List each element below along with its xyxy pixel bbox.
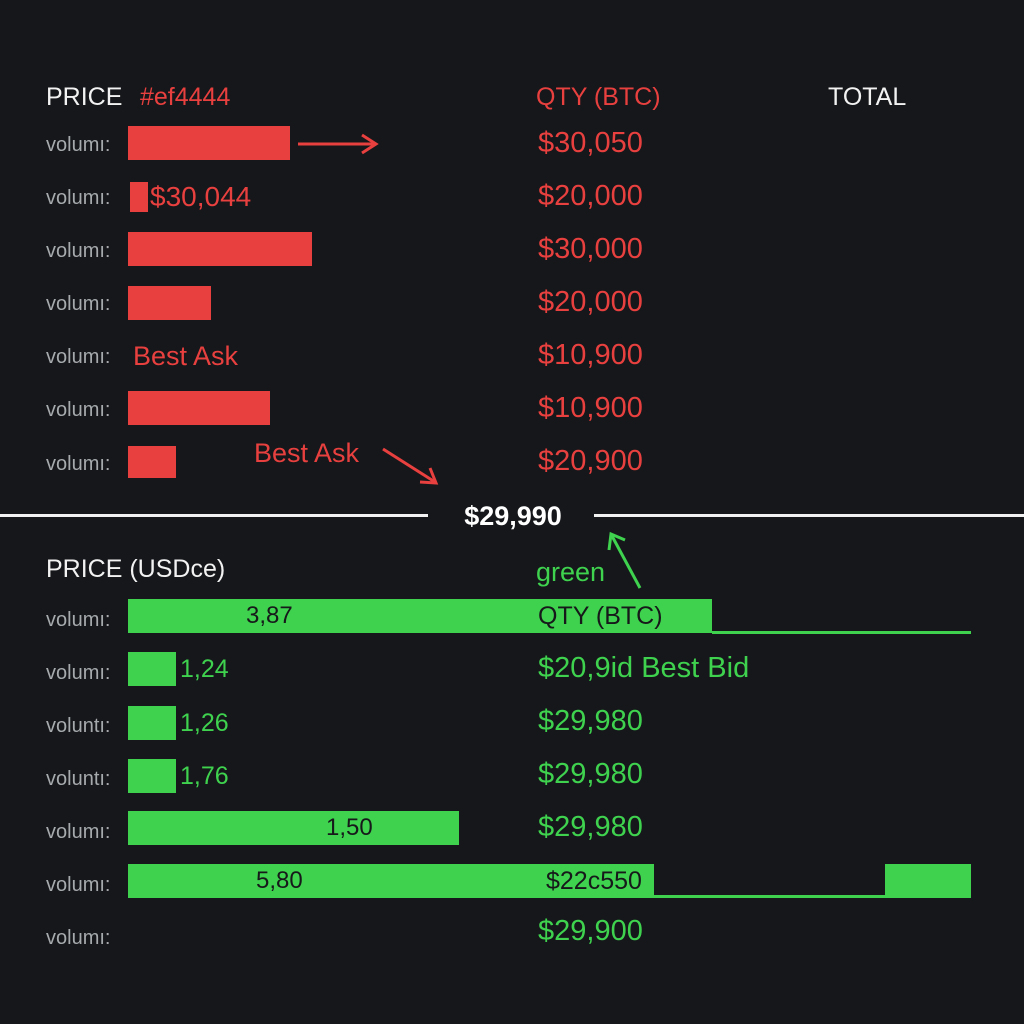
ask-row-1-volume-label: volumı: (46, 187, 111, 209)
ask-price-header: PRICE (46, 83, 123, 111)
bid-row-2-price[interactable]: $29,980 (538, 705, 643, 737)
ask-row-3-price[interactable]: $20,000 (538, 286, 643, 318)
best-ask-label: Best Ask (133, 341, 239, 371)
ask-row-4-volume-label: volumı: (46, 346, 111, 368)
ask-row-1-bar-label: $30,044 (150, 181, 252, 212)
bid-row-2-volume-label: voluntı: (46, 715, 111, 737)
ask-row-5-price[interactable]: $10,900 (538, 392, 643, 424)
mid-price: $29,990 (464, 501, 562, 531)
bid-row-4-volume-label: volumı: (46, 821, 111, 843)
ask-color-code: #ef4444 (140, 83, 231, 111)
spread-divider-left (0, 514, 428, 517)
bid-qty-header: QTY (BTC) (538, 602, 663, 630)
best-bid-price[interactable]: $20,9id Best Bid (538, 652, 750, 684)
ask-row-3-volume-bar (128, 286, 211, 320)
bid-row-1-volume-label: volumı: (46, 662, 111, 684)
ask-row-6-volume-label: volumı: (46, 453, 111, 475)
bid-price-header: PRICE (USDce) (46, 555, 226, 583)
ask-row-2-price[interactable]: $30,000 (538, 233, 643, 265)
ask-row-0-volume-label: volumı: (46, 134, 111, 156)
bid-row-0-volume-label: volumı: (46, 609, 111, 631)
diagonal-arrow-icon (382, 447, 439, 485)
ask-total-header: TOTAL (828, 83, 907, 111)
bid-row-5-volume-label: volumı: (46, 874, 111, 896)
ask-row-5-volume-label: volumı: (46, 399, 111, 421)
ask-row-6-volume-bar (128, 446, 176, 478)
bid-row-4-price[interactable]: $29,980 (538, 811, 643, 843)
bid-row-3-volume-label: voluntı: (46, 768, 111, 790)
bid-row-3-bar-label: 1,76 (180, 762, 229, 790)
bid-color-word: green (536, 557, 606, 587)
ask-qty-header: QTY (BTC) (536, 83, 661, 111)
best-ask-annotation: Best Ask (254, 438, 360, 468)
ask-row-3-volume-label: volumı: (46, 293, 111, 315)
bid-row-5-volume-bar: 5,80 (128, 864, 654, 898)
spread-divider-right (594, 514, 1024, 517)
bid-row-0-bar-label: 3,87 (246, 602, 293, 629)
ask-row-1-price[interactable]: $20,000 (538, 180, 643, 212)
up-arrow-icon (607, 531, 642, 589)
bid-row-4-volume-bar: 1,50 (128, 811, 459, 845)
bid-row-4-bar-label: 1,50 (326, 814, 373, 841)
bid-row-0-volume-bar: 3,87 (128, 599, 712, 633)
bid-row-2-bar-label: 1,26 (180, 709, 229, 737)
bid-row-5-depth-line (654, 895, 886, 898)
bid-row-6-price[interactable]: $29,900 (538, 915, 643, 947)
bid-row-2-volume-bar (128, 706, 176, 740)
bid-row-5-price[interactable]: $22c550 (546, 867, 642, 895)
bid-row-3-price[interactable]: $29,980 (538, 758, 643, 790)
ask-row-0-price[interactable]: $30,050 (538, 127, 643, 159)
ask-row-4-price[interactable]: $10,900 (538, 339, 643, 371)
ask-row-2-volume-bar (128, 232, 312, 266)
bid-row-1-volume-bar (128, 652, 176, 686)
bid-row-5-total-bar (885, 864, 971, 898)
bid-row-0-depth-line (712, 631, 971, 634)
ask-row-1-volume-bar (130, 182, 148, 212)
ask-row-6-price[interactable]: $20,900 (538, 445, 643, 477)
bid-row-5-bar-label: 5,80 (256, 867, 303, 894)
right-arrow-icon (298, 133, 379, 155)
ask-row-2-volume-label: volumı: (46, 240, 111, 262)
ask-row-5-volume-bar (128, 391, 270, 425)
bid-row-1-bar-label: 1,24 (180, 655, 229, 683)
ask-row-0-volume-bar (128, 126, 290, 160)
bid-row-6-volume-label: volumı: (46, 927, 111, 949)
bid-row-3-volume-bar (128, 759, 176, 793)
